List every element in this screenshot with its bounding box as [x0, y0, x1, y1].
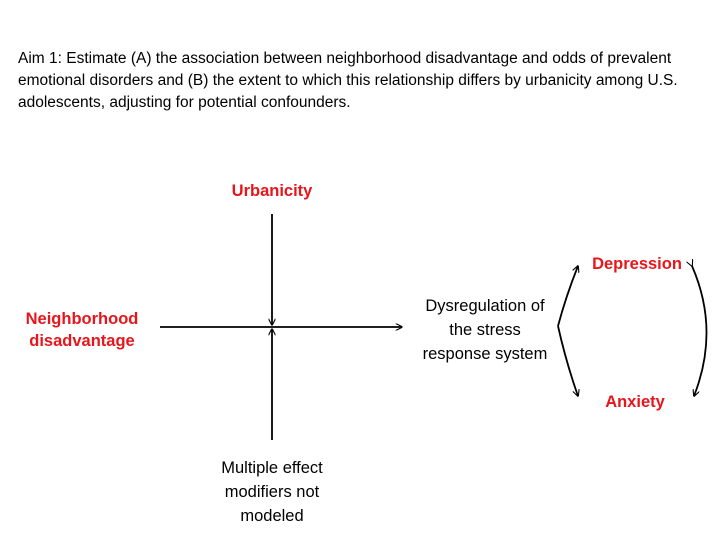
- urbanicity-label: Urbanicity: [231, 182, 313, 200]
- modifiers-label-line3: modeled: [240, 507, 304, 525]
- dysregulation-label-line1: Dysregulation of: [425, 297, 545, 315]
- dysregulation-label-line2: the stress: [449, 321, 521, 339]
- bracket-depression-anxiety: [692, 266, 708, 396]
- arrow-to-depression: [557, 266, 578, 327]
- neighborhood-label-line1: Neighborhood: [25, 310, 139, 328]
- node-urbanicity: Urbanicity: [212, 180, 332, 202]
- arrow-to-anxiety: [557, 325, 578, 396]
- node-neighborhood-disadvantage: Neighborhood disadvantage: [12, 308, 152, 352]
- neighborhood-label-line2: disadvantage: [29, 332, 135, 350]
- aim-statement: Aim 1: Estimate (A) the association betw…: [18, 50, 678, 111]
- dysregulation-label-line3: response system: [422, 345, 548, 363]
- node-depression: Depression: [582, 253, 692, 275]
- depression-label: Depression: [592, 255, 682, 273]
- modifiers-label-line2: modifiers not: [224, 483, 320, 501]
- modifiers-label-line1: Multiple effect: [221, 459, 323, 477]
- node-anxiety: Anxiety: [590, 391, 680, 413]
- node-multiple-effect-modifiers: Multiple effect modifiers not modeled: [192, 456, 352, 528]
- anxiety-label: Anxiety: [605, 393, 665, 411]
- node-dysregulation: Dysregulation of the stress response sys…: [405, 294, 565, 366]
